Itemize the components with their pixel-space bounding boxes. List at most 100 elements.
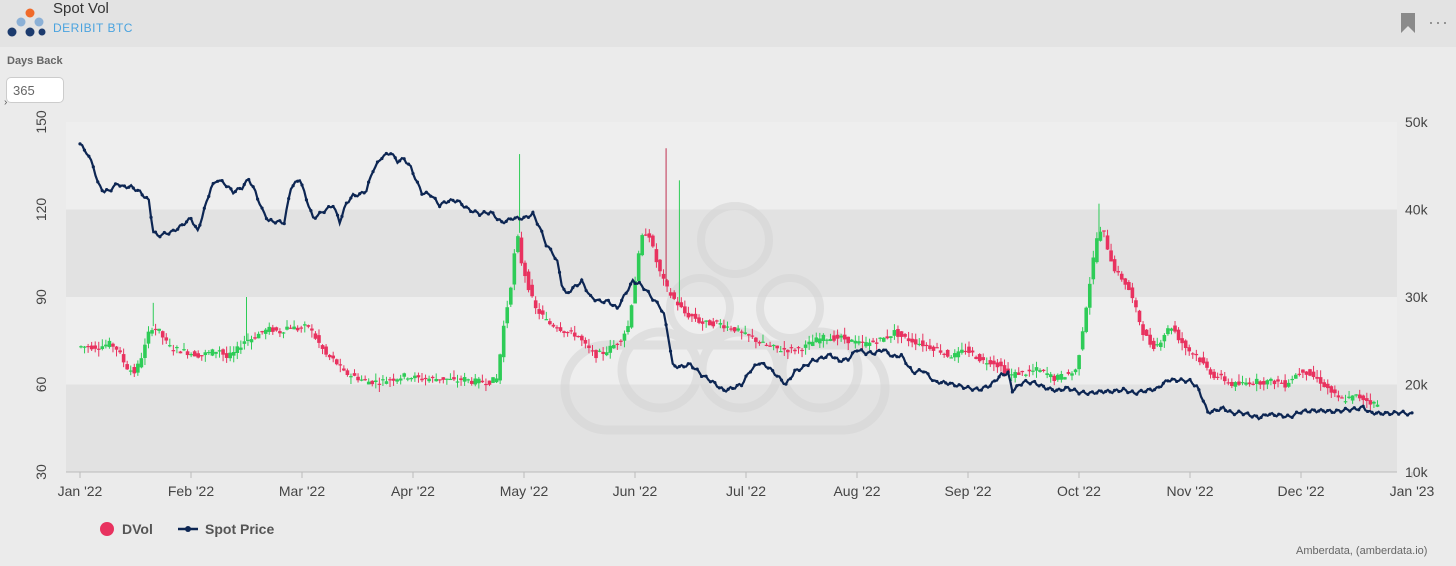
dvol-candle [629, 305, 634, 328]
dvol-candle [477, 378, 481, 384]
spot-price-point [930, 378, 935, 383]
dvol-candle [1279, 382, 1284, 384]
spot-price-point [211, 181, 215, 186]
spot-price-point [828, 352, 832, 356]
dvol-candle [342, 368, 346, 371]
legend-dvol-label[interactable]: DVol [122, 521, 153, 537]
spot-price-point [1050, 388, 1054, 392]
dvol-candle [125, 364, 129, 370]
bookmark-icon[interactable] [1400, 13, 1416, 33]
dvol-candle [1365, 398, 1369, 402]
spot-price-point [322, 210, 326, 215]
spot-price-point [260, 206, 264, 210]
dvol-candle [612, 345, 616, 349]
dvol-candle [516, 236, 520, 252]
legend-spot-marker[interactable] [185, 526, 191, 532]
dvol-candle [679, 302, 684, 308]
dvol-candle [1368, 400, 1373, 405]
x-tick-label: Oct '22 [1057, 483, 1101, 499]
dvol-candle [1237, 381, 1241, 385]
dvol-candle [1322, 382, 1326, 388]
spot-price-point [1361, 404, 1365, 408]
spot-price-point [167, 232, 171, 236]
dvol-candle [995, 362, 1000, 368]
spot-price-point [313, 216, 317, 220]
dvol-candle [1315, 376, 1319, 379]
dvol-candle [633, 280, 637, 304]
dvol-candle [565, 331, 570, 334]
dvol-candle [118, 350, 122, 353]
days-back-label: Days Back [7, 55, 63, 67]
dvol-candle [583, 339, 588, 344]
spot-price-point [735, 383, 739, 388]
spot-price-point [1281, 415, 1285, 419]
dvol-candle [970, 350, 975, 353]
dvol-candle [349, 376, 353, 378]
dvol-candle [675, 301, 680, 306]
dvol-candle [587, 345, 591, 349]
spot-price-point [1015, 384, 1019, 388]
spot-price-point [433, 196, 437, 200]
spot-price-point [1161, 381, 1165, 385]
dvol-candle [1038, 370, 1042, 372]
spot-price-point [637, 280, 642, 285]
spot-price-point [238, 186, 242, 191]
dvol-candle [498, 354, 502, 381]
dvol-candle [231, 351, 236, 356]
dvol-candle [1141, 324, 1145, 336]
dvol-candle [139, 358, 144, 368]
spot-price-point [1077, 392, 1081, 396]
spot-price-point [1130, 389, 1134, 393]
spot-price-point [91, 165, 95, 169]
spot-price-point [864, 352, 868, 357]
dvol-candle [1205, 361, 1209, 368]
spot-price-point [1268, 412, 1272, 416]
days-back-input[interactable] [6, 77, 64, 103]
chevron-right-icon[interactable]: › [4, 97, 8, 108]
amberdata-logo [7, 8, 46, 37]
spot-price-point [136, 188, 140, 192]
dvol-candle [271, 327, 275, 332]
dvol-candle [381, 379, 385, 381]
spot-price-point [726, 387, 730, 391]
spot-price-point [1392, 410, 1396, 414]
dvol-candle [608, 345, 613, 353]
dvol-candle [359, 379, 364, 381]
spot-price-point [708, 380, 713, 384]
dvol-candle [921, 340, 925, 347]
spot-price-point [1290, 415, 1294, 419]
legend-dvol-marker[interactable] [100, 522, 114, 536]
dvol-candle [1304, 371, 1309, 375]
dvol-candle [1201, 357, 1206, 364]
dvol-candle [757, 341, 762, 344]
dvol-candle [604, 352, 609, 356]
spot-price-point [673, 364, 677, 368]
dvol-candle [1361, 395, 1366, 401]
dvol-candle [981, 357, 986, 361]
dvol-candle [1187, 347, 1192, 352]
dvol-candle [1056, 374, 1060, 380]
dvol-candle [725, 326, 730, 328]
dvol-candle [1116, 271, 1120, 273]
more-icon[interactable]: ··· [1428, 12, 1449, 32]
spot-price-point [500, 220, 504, 224]
dvol-candle [128, 370, 133, 372]
dvol-candle [885, 336, 890, 339]
dvol-candle [441, 377, 446, 380]
spot-price-point [744, 374, 748, 378]
spot-price-point [557, 270, 562, 274]
dvol-candle [107, 340, 112, 348]
spot-price-point [82, 148, 87, 152]
dvol-candle [260, 331, 264, 333]
spot-price-point [1259, 415, 1263, 420]
dvol-candle [1077, 355, 1081, 370]
spot-price-point [677, 364, 682, 369]
spot-price-point [509, 217, 513, 221]
spot-price-point [460, 203, 464, 207]
legend-spot-label[interactable]: Spot Price [205, 521, 274, 537]
y-right-tick-label: 20k [1405, 377, 1429, 393]
x-tick-label: Jun '22 [613, 483, 658, 499]
dvol-candle [437, 379, 442, 381]
dvol-candle [253, 337, 257, 339]
spot-price-point [1046, 387, 1050, 391]
